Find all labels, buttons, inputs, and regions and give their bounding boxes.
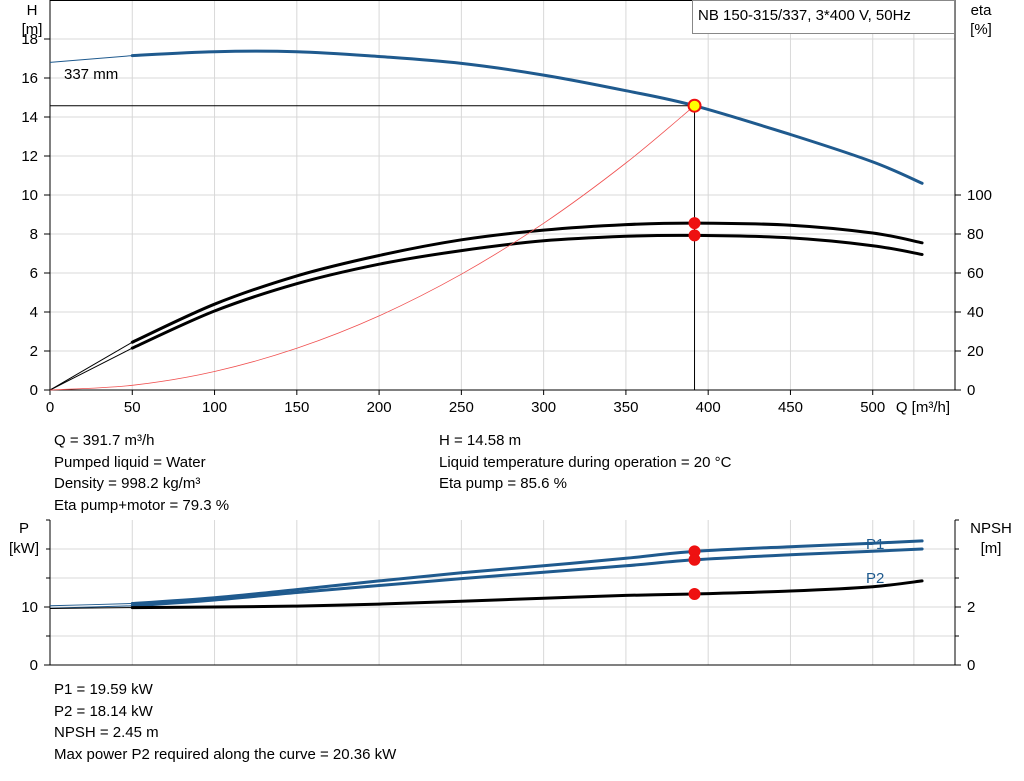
top-y-tick-label: 12 (21, 148, 38, 165)
curve-label-337mm: 337 mm (64, 66, 118, 83)
top-y-tick-label: 8 (30, 226, 38, 243)
top-y-tick-label: 4 (30, 304, 38, 321)
info-flow: Q = 391.7 m³/h (54, 432, 155, 449)
bottom-y-label-name: P (19, 520, 29, 537)
top-y-tick-label: 18 (21, 31, 38, 48)
series-eta-pump-motor (130, 233, 924, 350)
top-x-tick-label: 100 (202, 399, 227, 416)
top-labels: 0 50 100 150 200 250 300 350 400 450 5000246810121… (21, 0, 993, 416)
efficiency-marker (688, 217, 701, 230)
top-y-right-tick-label: 20 (967, 343, 984, 360)
top-grid (50, 0, 955, 390)
info-top-left: Q = 391.7 m³/h Pumped liquid = Water Den… (54, 430, 229, 516)
duty-point-marker (687, 98, 702, 113)
series-label-p2: P2 (866, 570, 884, 587)
chart-title: NB 150-315/337, 3*400 V, 50Hz (698, 7, 911, 24)
top-y-right-tick-label: 60 (967, 265, 984, 282)
top-series (49, 49, 924, 391)
top-x-tick-label: 400 (696, 399, 721, 416)
series-label-p1: P1 (866, 536, 884, 553)
info-liquid-temperature: Liquid temperature during operation = 20… (439, 453, 732, 471)
top-y-label-name: H (27, 2, 38, 19)
top-x-tick-label: 350 (613, 399, 638, 416)
bottom-y-tick-label: 0 (30, 657, 38, 674)
info-top-right: H = 14.58 m Liquid temperature during op… (439, 430, 731, 495)
bottom-y-right-tick-label: 0 (967, 657, 975, 674)
top-y-right-label-name: eta (971, 2, 993, 19)
top-x-tick-label: 200 (367, 399, 392, 416)
top-y-tick-label: 16 (21, 70, 38, 87)
chart-background (0, 0, 1024, 700)
series-system-curve (49, 105, 695, 391)
top-x-tick-label: 450 (778, 399, 803, 416)
series-337-mm-thin (49, 55, 133, 63)
power-marker (688, 587, 701, 600)
info-eta-pump-motor: Eta pump+motor = 79.3 % (54, 496, 230, 514)
top-x-tick-label: 150 (284, 399, 309, 416)
bottom-y-right-label-unit: [m] (981, 540, 1002, 557)
top-x-tick-label: 300 (531, 399, 556, 416)
series-eta-pump-motor-thin (49, 347, 133, 391)
info-npsh: NPSH = 2.45 m (54, 724, 159, 741)
info-bottom: P1 = 19.59 kW P2 = 18.14 kW NPSH = 2.45 … (54, 679, 396, 765)
top-x-tick-label: 0 (46, 399, 54, 416)
top-y-tick-label: 2 (30, 343, 38, 360)
series-337-mm (130, 49, 924, 185)
bottom-axes (44, 519, 961, 666)
top-y-right-label-unit: [%] (970, 21, 992, 38)
bottom-y-label-unit: [kW] (9, 540, 39, 557)
top-y-right-tick-label: 0 (967, 382, 975, 399)
efficiency-marker (688, 229, 701, 242)
info-head: H = 14.58 m (439, 432, 522, 449)
series-p1 (130, 539, 924, 605)
top-x-tick-label: 500 (860, 399, 885, 416)
series-p1-thin (49, 603, 133, 607)
bottom-y-right-label-name: NPSH (970, 520, 1012, 537)
info-density: Density = 998.2 kg/m³ (54, 475, 201, 492)
info-pumped-liquid: Pumped liquid = Water (54, 453, 206, 471)
series-eta-pump (130, 221, 924, 344)
top-y-label-unit: [m] (22, 21, 43, 38)
info-max-power: Max power P2 required along the curve = … (54, 745, 397, 763)
series-p2 (130, 547, 924, 608)
bottom-series (49, 539, 924, 610)
x-axis-label: Q [m³/h] (896, 399, 950, 416)
info-p1: P1 = 19.59 kW (54, 681, 153, 698)
top-x-tick-label: 50 (124, 399, 141, 416)
top-y-tick-label: 0 (30, 382, 38, 399)
bottom-y-tick-label: 10 (21, 599, 38, 616)
bottom-labels: 0 10 0 2 P [kW] NPSH [m] P1 P2 (9, 520, 1012, 674)
top-y-right-tick-label: 40 (967, 304, 984, 321)
top-y-right-tick-label: 100 (967, 187, 992, 204)
series-npsh-thin (49, 607, 133, 609)
power-marker (688, 553, 701, 566)
title-box (692, 0, 955, 34)
top-y-right-tick-label: 80 (967, 226, 984, 243)
top-y-tick-label: 10 (21, 187, 38, 204)
top-y-tick-label: 14 (21, 109, 38, 126)
pump-curve-chart: 0 50 100 150 200 250 300 350 400 450 5000246810121… (0, 0, 1024, 700)
info-eta-pump: Eta pump = 85.6 % (439, 475, 567, 492)
top-y-tick-label: 6 (30, 265, 38, 282)
bottom-y-right-tick-label: 2 (967, 599, 975, 616)
top-x-tick-label: 250 (449, 399, 474, 416)
info-p2: P2 = 18.14 kW (54, 702, 153, 720)
series-npsh (130, 579, 924, 610)
